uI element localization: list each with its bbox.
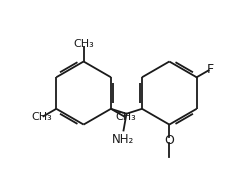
Text: O: O xyxy=(164,134,174,147)
Text: CH₃: CH₃ xyxy=(116,112,136,122)
Text: F: F xyxy=(207,63,214,76)
Text: CH₃: CH₃ xyxy=(73,39,94,49)
Text: CH₃: CH₃ xyxy=(31,112,52,122)
Text: NH₂: NH₂ xyxy=(111,134,134,146)
